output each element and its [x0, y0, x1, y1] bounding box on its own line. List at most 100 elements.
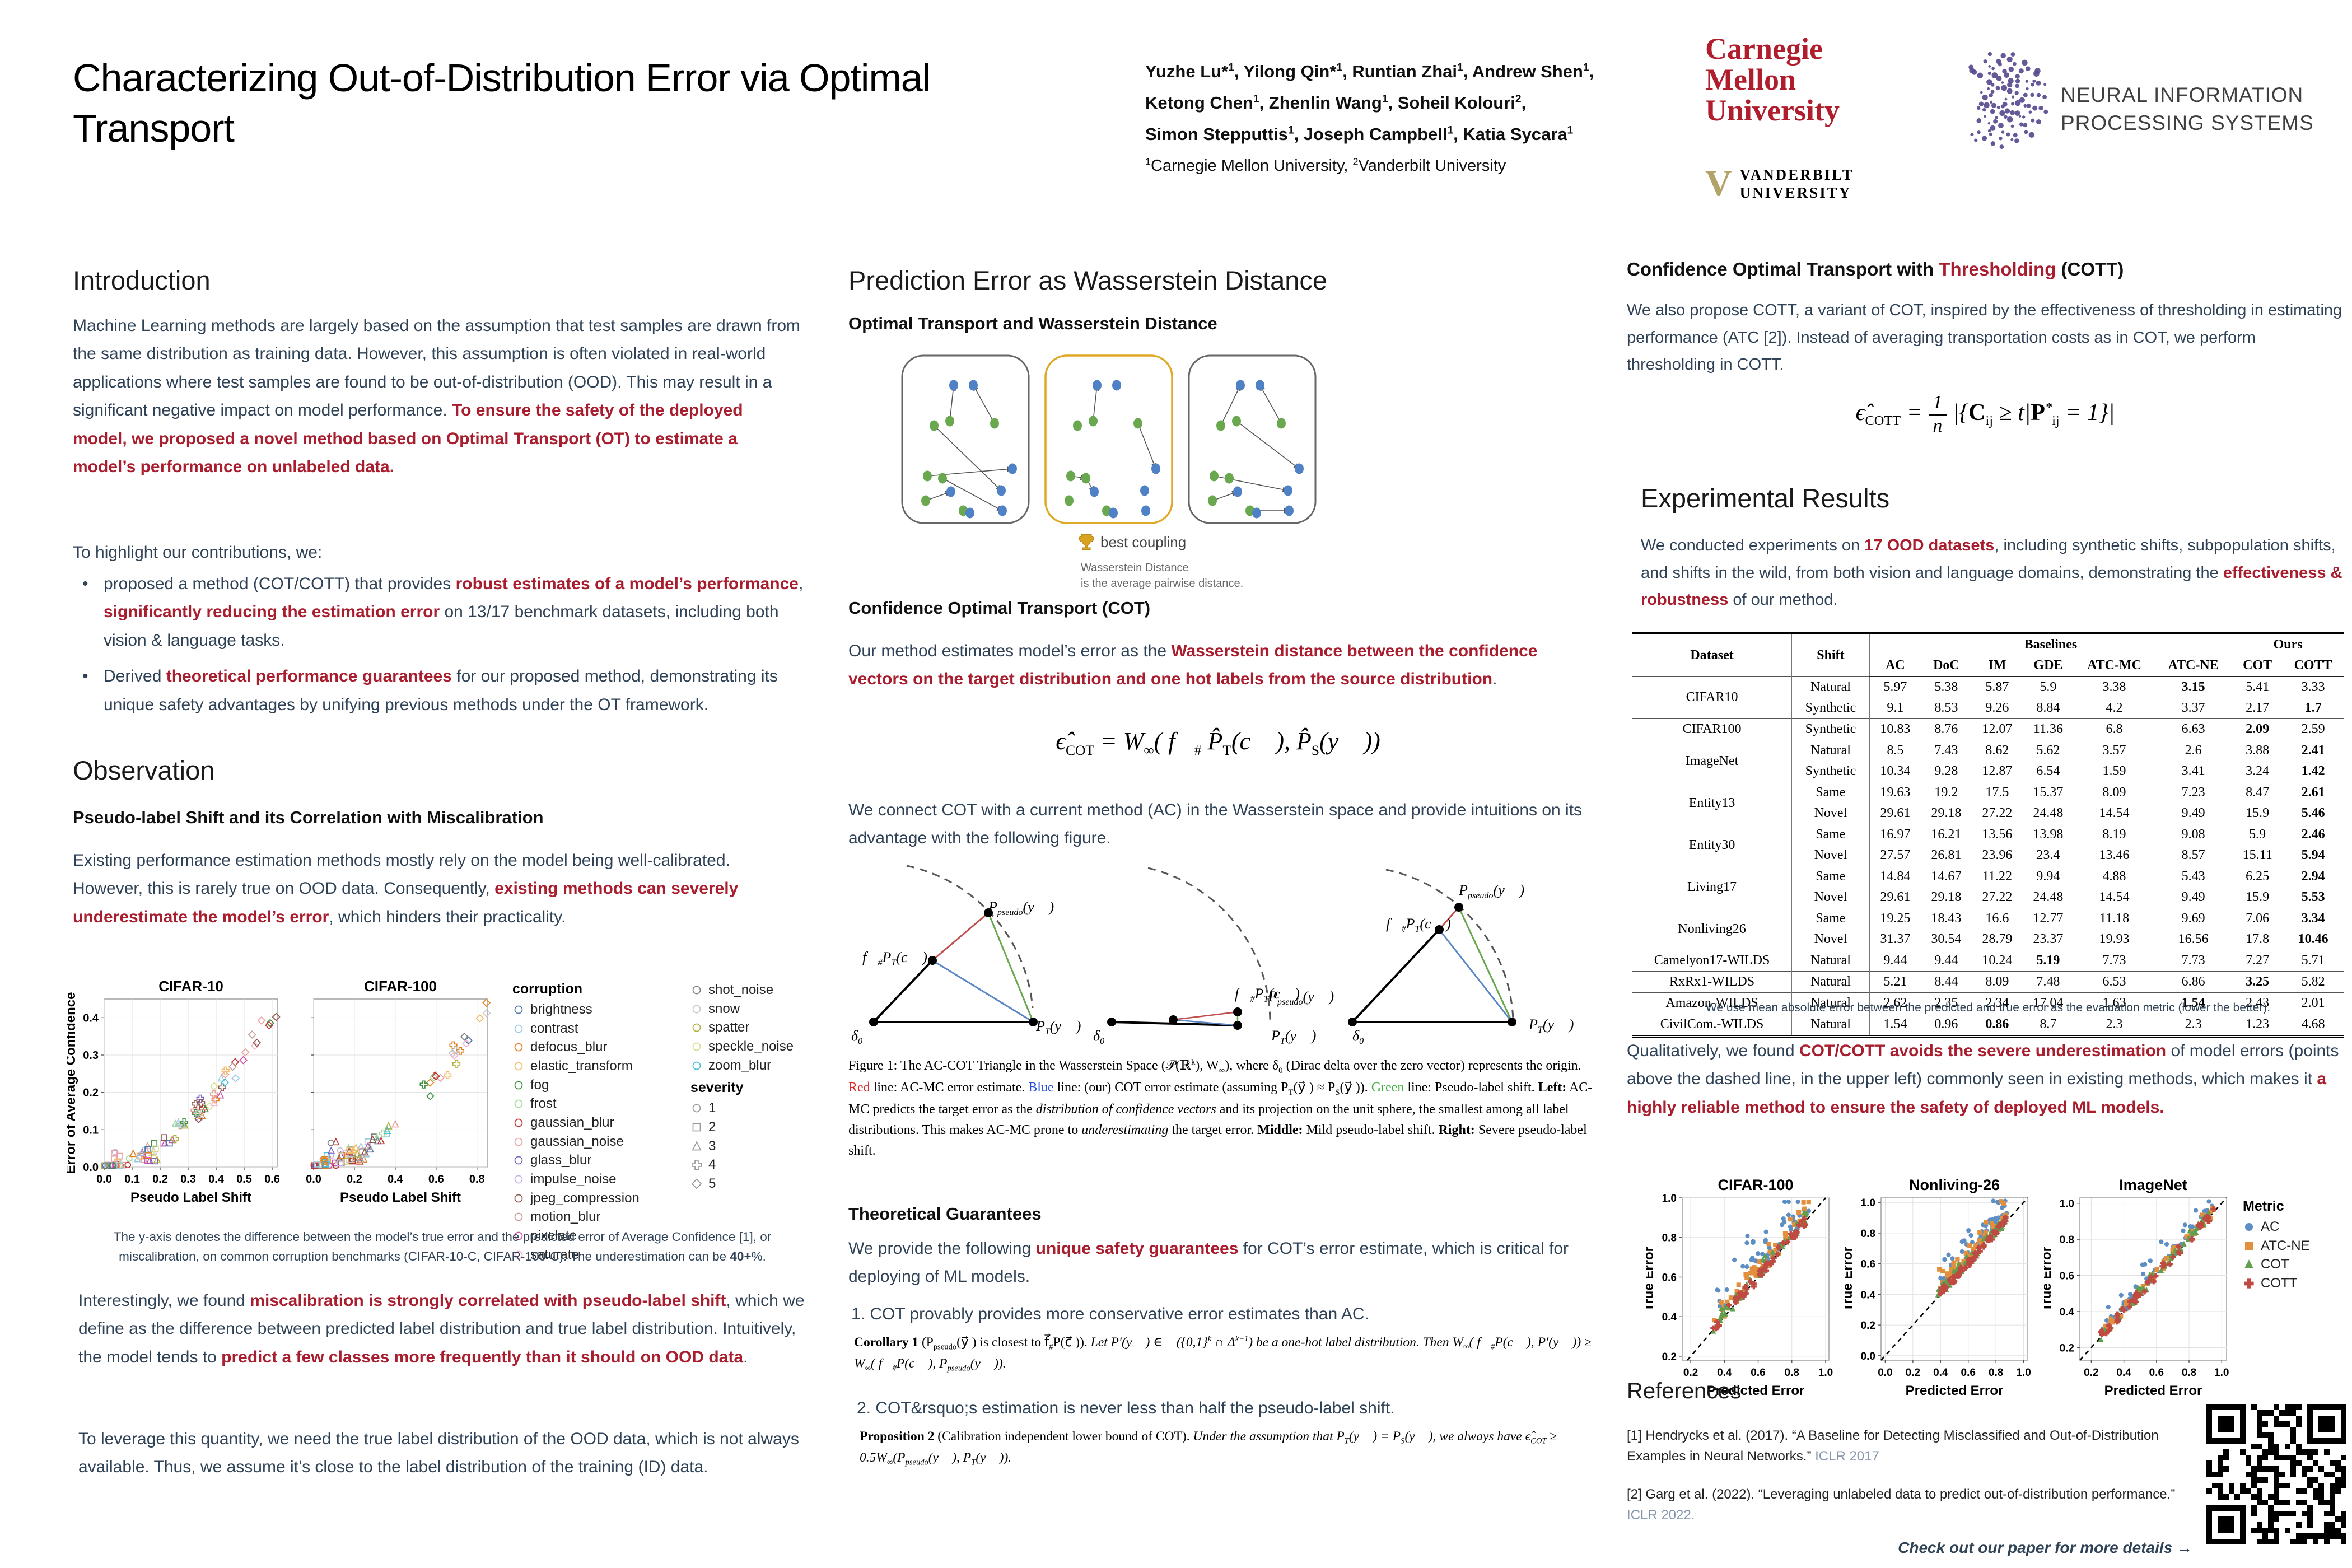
triangle-label-fpt: f⃗#PT(c⃗ ) — [1386, 916, 1451, 935]
neurips-line: PROCESSING SYSTEMS — [2061, 111, 2314, 134]
svg-text:0.6: 0.6 — [1961, 1367, 1976, 1379]
svg-text:1.0: 1.0 — [1818, 1367, 1833, 1379]
svg-text:CIFAR-100: CIFAR-100 — [1718, 1177, 1793, 1193]
reference-1: [1] Hendrycks et al. (2017). “A Baseline… — [1627, 1428, 2159, 1464]
legend-item: gaussian_noise — [512, 1133, 675, 1151]
table-row: Novel 31.37 30.54 28.79 23.37 19.93 16.56 17.8 1… — [1632, 929, 2344, 950]
svg-text:CIFAR-100: CIFAR-100 — [364, 978, 437, 995]
svg-text:Predicted Error: Predicted Error — [1707, 1383, 1805, 1398]
svg-text:0.4: 0.4 — [83, 1012, 99, 1024]
svg-text:0.8: 0.8 — [1785, 1367, 1799, 1379]
legend-item: brightness — [512, 1001, 675, 1019]
coupling-box-random — [901, 354, 1030, 524]
intro-paragraph: Machine Learning methods are largely bas… — [73, 316, 801, 476]
legend-item: snow — [690, 1000, 819, 1018]
svg-text:0.4: 0.4 — [2060, 1306, 2075, 1318]
triangle-label-delta: δ0 — [1093, 1028, 1105, 1047]
vanderbilt-logo: V VANDERBILT UNIVERSITY — [1705, 162, 1854, 205]
table-row: Novel 29.61 29.18 27.22 24.48 14.54 9.49 15.9 5.… — [1632, 803, 2344, 824]
legend-item: speckle_noise — [690, 1038, 819, 1056]
svg-text:0.2: 0.2 — [1683, 1367, 1698, 1379]
table-row: Amazon-WILDS Natural 2.62 2.35 2.34 17.04 1.63… — [1632, 992, 2344, 1014]
neurips-logo-icon — [1968, 52, 2048, 150]
svg-text:0.2: 0.2 — [83, 1087, 99, 1099]
svg-text:0.8: 0.8 — [469, 1173, 485, 1186]
table-row: Nonliving26 Same 19.25 18.43 16.6 12.77 11.18 9… — [1632, 908, 2344, 950]
experiments-paragraph: We conducted experiments on 17 OOD datas… — [1641, 536, 2342, 609]
ref-link-iclr2022[interactable]: ICLR 2022. — [1627, 1508, 1695, 1523]
legend-item: 2 — [690, 1118, 819, 1136]
triangle-label-delta: δ0 — [1352, 1028, 1364, 1047]
legend-item: ATC-NE — [2243, 1237, 2310, 1255]
triangle-label-pt: PT(y⃗ ) — [1271, 1028, 1317, 1047]
qr-code — [2206, 1404, 2346, 1544]
svg-text:1.0: 1.0 — [1861, 1197, 1875, 1209]
table-row: Entity13 Same 19.63 19.2 17.5 15.37 8.09 7.23 8.… — [1632, 782, 2344, 824]
legend-item: spatter — [690, 1019, 819, 1037]
svg-text:0.2: 0.2 — [2060, 1342, 2074, 1354]
svg-text:0.6: 0.6 — [1861, 1259, 1875, 1271]
legend-item: COTT — [2243, 1275, 2310, 1292]
trophy-icon — [1079, 534, 1094, 550]
triangle-label-fpt: f⃗#PT(c⃗ ) — [862, 949, 927, 968]
svg-text:0.1: 0.1 — [124, 1173, 140, 1186]
table-row: Synthetic 9.1 8.53 9.26 8.84 4.2 3.37 2.17 1.7 — [1632, 698, 2344, 719]
legend-item: pixelate — [512, 1227, 675, 1245]
cot-subheading: Confidence Optimal Transport (COT) — [848, 598, 1151, 618]
svg-text:Pseudo Label Shift: Pseudo Label Shift — [340, 1190, 461, 1205]
guarantee-2: 2. COT&rsquo;s estimation is never less … — [857, 1399, 1395, 1417]
table-row: RxRx1-WILDS Natural 5.21 8.44 8.09 7.48 6.53 6.… — [1632, 971, 2344, 993]
cmu-logo: Carnegie Mellon University — [1705, 32, 1840, 128]
legend-item: gaussian_blur — [512, 1114, 675, 1132]
legend-item: glass_blur — [512, 1151, 675, 1169]
triangle-label-pt: PT(y⃗ ) — [1036, 1018, 1081, 1037]
svg-text:0.4: 0.4 — [208, 1173, 225, 1186]
svg-text:0.4: 0.4 — [1933, 1367, 1948, 1379]
pred-nonliving26-chart: 0.0 0.2 0.4 0.6 0.8 1.0 0.0 0.2 0.4 0.6 0.8 1.0 Nonl… — [1845, 1177, 2031, 1398]
chart-caption: The y-axis denotes the difference betwee… — [113, 1230, 772, 1263]
table-row: Camelyon17-WILDS Natural 9.44 9.44 10.24 5.19… — [1632, 950, 2344, 972]
svg-text:0.4: 0.4 — [388, 1173, 404, 1186]
corruption-legend: corruption brightness contrast defocus_blur… — [512, 981, 819, 1264]
svg-text:0.0: 0.0 — [83, 1161, 99, 1174]
table-row: CIFAR10 Natural 5.97 5.38 5.87 5.9 3.38 3.15 5.4… — [1632, 676, 2344, 719]
legend-item: AC — [2243, 1218, 2310, 1236]
cmu-logo-line: Carnegie — [1705, 32, 1823, 66]
legend-item: jpeg_compression — [512, 1189, 675, 1207]
table-row: CivilCom.-WILDS Natural 1.54 0.96 0.86 8.7 2.3… — [1632, 1014, 2344, 1037]
pred-cifar100-chart: 0.2 0.4 0.6 0.8 1.0 0.2 0.4 0.6 0.8 1.0 CIFAR-100 P… — [1646, 1177, 1833, 1398]
svg-text:0.6: 0.6 — [2060, 1271, 2074, 1282]
legend-item: frost — [512, 1095, 675, 1113]
table-row: Novel 27.57 26.81 23.96 23.4 13.46 8.57 15.11 5.… — [1632, 845, 2344, 866]
results-table-wrap: Dataset Shift Baselines Ours AC DoC IM GDE ATC-M… — [1632, 632, 2344, 1038]
cott-paragraph: We also propose COTT, a variant of COT, … — [1627, 301, 2342, 374]
svg-text:0.4: 0.4 — [2116, 1367, 2131, 1379]
coupling-box-best — [1044, 354, 1173, 524]
cmu-logo-line: University — [1705, 94, 1840, 128]
svg-text:Predicted Error: Predicted Error — [1906, 1383, 2004, 1398]
table-row: CIFAR100 Synthetic 10.83 8.76 12.07 11.36 6.8 6… — [1632, 718, 2344, 740]
best-coupling-caption: best coupling — [1078, 533, 1186, 551]
vanderbilt-v-icon: V — [1705, 163, 1732, 204]
observation-paragraph: Existing performance estimation methods … — [73, 851, 739, 926]
svg-text:0.4: 0.4 — [1717, 1367, 1732, 1379]
triangle-label-ppseudo: Ppseudo(y⃗ ) — [1459, 882, 1525, 901]
svg-text:0.1: 0.1 — [83, 1124, 99, 1136]
table-row: ImageNet Natural 8.5 7.43 8.62 5.62 3.57 2.6 3.8… — [1632, 740, 2344, 782]
cifar100-miscalibration-chart: 0.0 0.2 0.4 0.6 0.8 CIFAR-100 Pseudo Label Shi… — [306, 978, 491, 1205]
vanderbilt-line: UNIVERSITY — [1739, 184, 1852, 201]
svg-text:0.6: 0.6 — [2149, 1367, 2164, 1379]
svg-text:1.0: 1.0 — [2214, 1367, 2229, 1379]
ref-link-iclr2017[interactable]: ICLR 2017 — [1815, 1449, 1879, 1464]
triangle-label-ppseudo: Ppseudo(y⃗ ) — [1268, 988, 1334, 1007]
legend-item: defocus_blur — [512, 1038, 675, 1056]
svg-text:0.8: 0.8 — [1861, 1228, 1875, 1240]
svg-text:1.0: 1.0 — [2060, 1198, 2074, 1210]
svg-text:0.2: 0.2 — [1906, 1367, 1920, 1379]
cifar10-miscalibration-chart: 0.0 0.1 0.2 0.3 0.4 0.5 0.6 0.0 0.1 0.2 0.3 0.4 CIFA… — [67, 978, 281, 1205]
triangle-label-pt: PT(y⃗ ) — [1529, 1016, 1574, 1035]
svg-text:0.8: 0.8 — [1989, 1367, 2003, 1379]
svg-text:0.8: 0.8 — [2060, 1234, 2074, 1246]
triangle-left — [869, 865, 1038, 1026]
